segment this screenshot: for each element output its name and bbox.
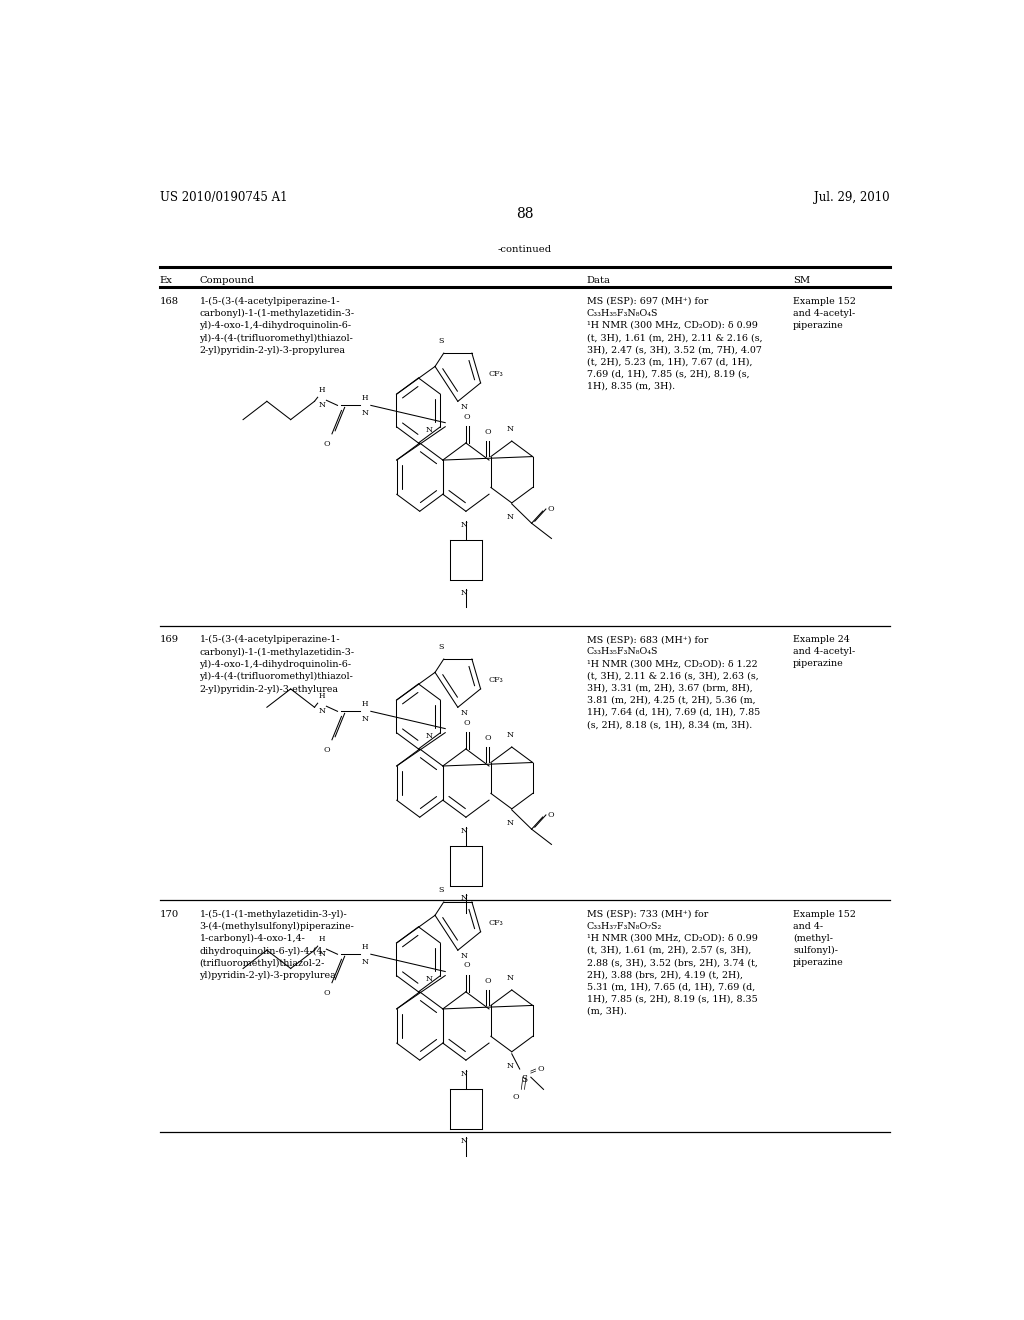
Text: SM: SM xyxy=(793,276,810,285)
Text: O: O xyxy=(324,746,331,754)
Text: N: N xyxy=(461,1138,468,1146)
Text: H: H xyxy=(318,692,325,700)
Text: S: S xyxy=(438,886,444,894)
Text: N: N xyxy=(318,401,326,409)
Text: H: H xyxy=(361,395,368,403)
Text: N: N xyxy=(461,1071,468,1078)
Text: O: O xyxy=(464,718,470,726)
Text: CF₃: CF₃ xyxy=(488,919,503,927)
Text: N: N xyxy=(426,974,432,982)
Text: O: O xyxy=(538,1065,544,1073)
Text: 169: 169 xyxy=(160,635,179,644)
Text: Jul. 29, 2010: Jul. 29, 2010 xyxy=(814,191,890,203)
Text: H: H xyxy=(361,944,368,952)
Text: O: O xyxy=(324,440,331,447)
Text: O: O xyxy=(484,428,492,436)
Text: N: N xyxy=(461,895,468,903)
Text: Ex: Ex xyxy=(160,276,173,285)
Text: O: O xyxy=(484,734,492,742)
Text: N: N xyxy=(318,950,326,958)
Text: N: N xyxy=(461,828,468,836)
Text: MS (ESP): 683 (MH⁺) for
C₃₃H₃₅F₃N₈O₄S
¹H NMR (300 MHz, CD₂OD): δ 1.22
(t, 3H), 2: MS (ESP): 683 (MH⁺) for C₃₃H₃₅F₃N₈O₄S ¹H… xyxy=(587,635,760,729)
Text: N: N xyxy=(461,521,468,529)
Text: CF₃: CF₃ xyxy=(488,676,503,684)
Text: S: S xyxy=(438,643,444,651)
Text: MS (ESP): 697 (MH⁺) for
C₃₃H₃₅F₃N₈O₄S
¹H NMR (300 MHz, CD₂OD): δ 0.99
(t, 3H), 1: MS (ESP): 697 (MH⁺) for C₃₃H₃₅F₃N₈O₄S ¹H… xyxy=(587,297,762,391)
Text: H: H xyxy=(318,935,325,942)
Text: 168: 168 xyxy=(160,297,179,306)
Text: N: N xyxy=(426,426,432,434)
Text: O: O xyxy=(484,977,492,985)
Text: N: N xyxy=(507,818,514,828)
Text: O: O xyxy=(512,1093,519,1101)
Text: N: N xyxy=(507,425,514,433)
Text: N: N xyxy=(461,709,468,717)
Text: 1-(5-(3-(4-acetylpiperazine-1-
carbonyl)-1-(1-methylazetidin-3-
yl)-4-oxo-1,4-di: 1-(5-(3-(4-acetylpiperazine-1- carbonyl)… xyxy=(200,635,354,693)
Text: H: H xyxy=(318,387,325,395)
Text: N: N xyxy=(461,589,468,597)
Text: 170: 170 xyxy=(160,909,179,919)
Text: H: H xyxy=(361,701,368,709)
Text: Example 24
and 4-acetyl-
piperazine: Example 24 and 4-acetyl- piperazine xyxy=(793,635,855,668)
Text: 88: 88 xyxy=(516,207,534,222)
Text: O: O xyxy=(548,810,554,818)
Text: 1-(5-(1-(1-methylazetidin-3-yl)-
3-(4-(methylsulfonyl)piperazine-
1-carbonyl)-4-: 1-(5-(1-(1-methylazetidin-3-yl)- 3-(4-(m… xyxy=(200,909,354,981)
Text: S: S xyxy=(438,337,444,345)
Text: O: O xyxy=(548,506,554,513)
Text: US 2010/0190745 A1: US 2010/0190745 A1 xyxy=(160,191,288,203)
Text: -continued: -continued xyxy=(498,244,552,253)
Text: Example 152
and 4-
(methyl-
sulfonyl)-
piperazine: Example 152 and 4- (methyl- sulfonyl)- p… xyxy=(793,909,856,968)
Text: 1-(5-(3-(4-acetylpiperazine-1-
carbonyl)-1-(1-methylazetidin-3-
yl)-4-oxo-1,4-di: 1-(5-(3-(4-acetylpiperazine-1- carbonyl)… xyxy=(200,297,354,355)
Text: Data: Data xyxy=(587,276,610,285)
Text: O: O xyxy=(464,413,470,421)
Text: S: S xyxy=(521,1076,527,1084)
Text: N: N xyxy=(507,1061,514,1071)
Text: N: N xyxy=(361,958,369,966)
Text: N: N xyxy=(361,715,369,723)
Text: MS (ESP): 733 (MH⁺) for
C₃₃H₃₇F₃N₈O₇S₂
¹H NMR (300 MHz, CD₂OD): δ 0.99
(t, 3H), : MS (ESP): 733 (MH⁺) for C₃₃H₃₇F₃N₈O₇S₂ ¹… xyxy=(587,909,758,1015)
Text: Compound: Compound xyxy=(200,276,254,285)
Text: N: N xyxy=(426,731,432,739)
Text: N: N xyxy=(507,974,514,982)
Text: N: N xyxy=(318,708,326,715)
Text: O: O xyxy=(464,961,470,969)
Text: N: N xyxy=(361,409,369,417)
Text: N: N xyxy=(461,952,468,960)
Text: N: N xyxy=(507,513,514,521)
Text: N: N xyxy=(461,404,468,412)
Text: Example 152
and 4-acetyl-
piperazine: Example 152 and 4-acetyl- piperazine xyxy=(793,297,856,330)
Text: O: O xyxy=(324,989,331,997)
Text: N: N xyxy=(507,731,514,739)
Text: CF₃: CF₃ xyxy=(488,370,503,378)
